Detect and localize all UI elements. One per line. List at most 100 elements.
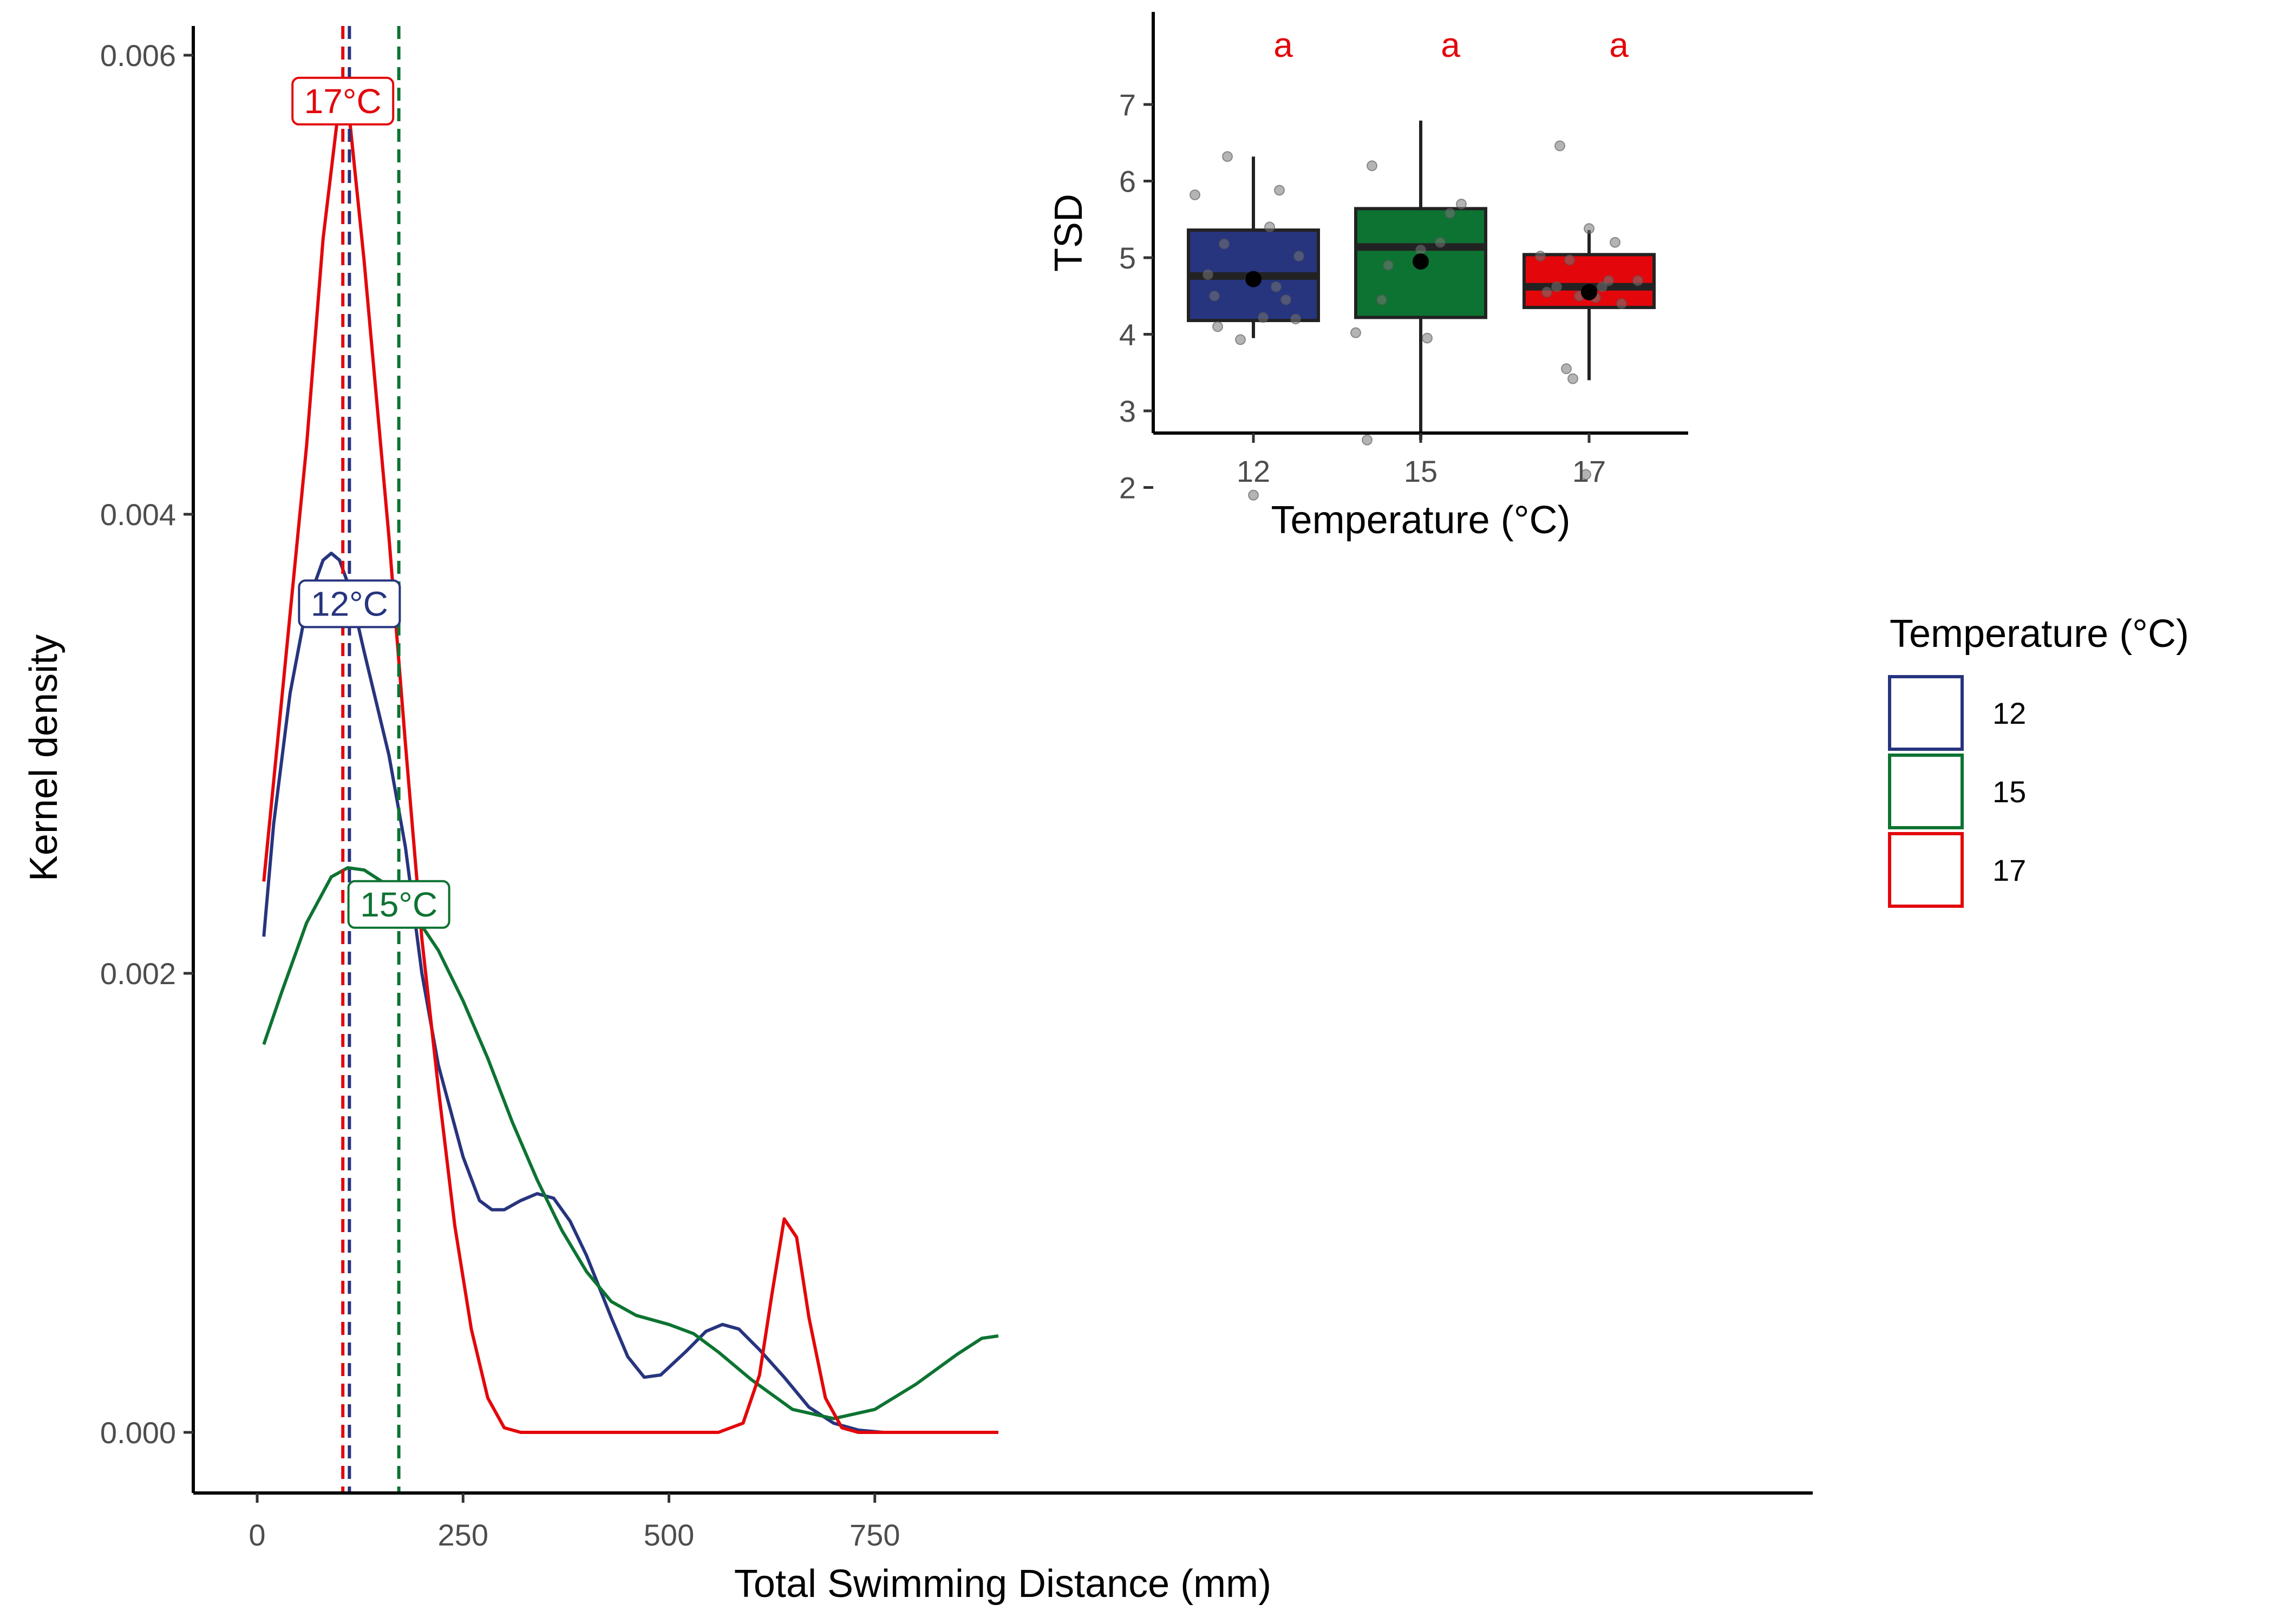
legend-label: 15 <box>1992 775 2026 809</box>
peak-label-box <box>347 880 450 929</box>
jitter-point <box>1209 290 1220 302</box>
jitter-point <box>1203 269 1213 280</box>
inset-y-tick-label: 3 <box>1119 394 1136 428</box>
box-whiskers <box>1252 120 1591 440</box>
inset-y-tick-label: 4 <box>1119 318 1136 352</box>
jitter-point <box>1541 286 1552 298</box>
jitter-point <box>1564 254 1575 266</box>
peak-label-box <box>298 579 401 628</box>
jitter-point <box>1554 140 1565 152</box>
inset-boxplot: a a a 12 15 17 2 3 4 5 6 7 Temperature (°C) TSD <box>1047 12 1688 542</box>
x-tick-label: 0 <box>249 1518 265 1552</box>
inset-y-tick-label: 5 <box>1119 241 1136 275</box>
x-axis-title: Total Swimming Distance (mm) <box>734 1562 1271 1606</box>
jitter-point <box>1280 294 1291 305</box>
significance-letter-12: a <box>1273 25 1293 64</box>
legend-title: Temperature (°C) <box>1890 612 2189 656</box>
mean-lines <box>341 26 401 1493</box>
jitter-point <box>1632 275 1643 286</box>
mean-point-12 <box>1245 271 1262 287</box>
inset-x-tick-label: 12 <box>1237 454 1270 488</box>
legend-item-15: 15 <box>1888 754 2026 829</box>
jitter-point <box>1567 373 1578 384</box>
legend-label: 17 <box>1992 853 2026 887</box>
boxes <box>1187 207 1656 323</box>
inset-x-tick-label: 15 <box>1404 454 1437 488</box>
jitter-point <box>1293 251 1304 262</box>
legend: Temperature (°C) 12 15 17 <box>1888 612 2189 908</box>
density-curve-15 <box>262 866 999 1420</box>
jitter-point <box>1264 221 1275 233</box>
legend-item-17: 17 <box>1888 832 2026 908</box>
peak-label-box <box>291 76 395 126</box>
jitter-point <box>1445 207 1455 219</box>
jitter-point <box>1350 327 1361 338</box>
x-tick-label: 500 <box>644 1518 694 1552</box>
x-tick-label: 750 <box>850 1518 900 1552</box>
jitter-point <box>1580 469 1591 480</box>
inset-y-tick-label: 6 <box>1119 165 1136 199</box>
x-axis-ticks: 0 250 500 750 <box>249 1493 900 1552</box>
x-tick-label: 250 <box>438 1518 488 1552</box>
significance-letter-15: a <box>1441 25 1460 64</box>
legend-label: 12 <box>1992 696 2026 730</box>
legend-item-12: 12 <box>1888 675 2026 751</box>
jitter-point <box>1219 238 1230 250</box>
jitter-point <box>1222 151 1233 162</box>
inset-y-tick-label: 7 <box>1119 88 1136 122</box>
jitter-point <box>1584 223 1595 234</box>
peak-label-17: 17°C <box>291 76 395 126</box>
jitter-point <box>1248 489 1259 501</box>
jitter-point <box>1362 434 1373 446</box>
jitter-point <box>1190 189 1200 200</box>
jitter-point <box>1610 237 1620 248</box>
inset-x-tick-label: 17 <box>1572 454 1606 488</box>
peak-labels: 12°C 15°C 17°C <box>291 76 450 929</box>
box-17 <box>1522 253 1656 309</box>
inset-y-axis-title: TSD <box>1047 194 1090 272</box>
mean-points <box>1245 253 1597 300</box>
y-axis-ticks: 0.000 0.002 0.004 0.006 <box>100 38 193 1450</box>
y-tick-label: 0.002 <box>100 957 176 991</box>
peak-label-15: 15°C <box>347 880 450 929</box>
jitter-point <box>1271 281 1282 292</box>
legend-key <box>1888 832 1964 908</box>
mean-point-15 <box>1413 253 1429 270</box>
jitter-point <box>1435 237 1446 248</box>
inset-x-axis-ticks: 12 15 17 <box>1237 433 1606 488</box>
jitter-point <box>1616 298 1627 309</box>
mean-point-17 <box>1581 284 1597 300</box>
peak-label-text: 15°C <box>360 885 437 924</box>
peak-label-text: 17°C <box>304 82 382 121</box>
y-tick-label: 0.000 <box>100 1416 176 1450</box>
jitter-point <box>1258 312 1269 323</box>
jitter-point <box>1456 198 1467 209</box>
y-tick-label: 0.004 <box>100 497 176 532</box>
jitter-point <box>1535 251 1546 262</box>
jitter-point <box>1597 281 1608 292</box>
peak-label-12: 12°C <box>298 579 401 628</box>
jitter-point <box>1383 260 1394 271</box>
y-tick-label: 0.006 <box>100 38 176 73</box>
jitter-point <box>1561 363 1572 375</box>
legend-items: 12 15 17 <box>1888 675 2026 908</box>
inset-x-axis-title: Temperature (°C) <box>1271 499 1571 542</box>
jitter-point <box>1367 160 1377 172</box>
peak-label-text: 12°C <box>311 584 388 623</box>
inset-y-tick-label: 2 <box>1119 471 1136 505</box>
jitter-point <box>1212 321 1223 332</box>
jitter-point <box>1422 332 1433 344</box>
jitter-point <box>1290 313 1301 325</box>
jitter-point <box>1376 294 1387 305</box>
jitter-point <box>1274 185 1285 196</box>
jitter-point <box>1551 281 1562 292</box>
significance-letter-17: a <box>1609 25 1629 64</box>
y-axis-title: Kernel density <box>22 634 66 881</box>
jitter-point <box>1603 275 1614 286</box>
inset-y-axis-ticks: 2 3 4 5 6 7 <box>1119 88 1153 505</box>
legend-key <box>1888 675 1964 751</box>
legend-key <box>1888 754 1964 829</box>
jitter-point <box>1235 334 1246 345</box>
